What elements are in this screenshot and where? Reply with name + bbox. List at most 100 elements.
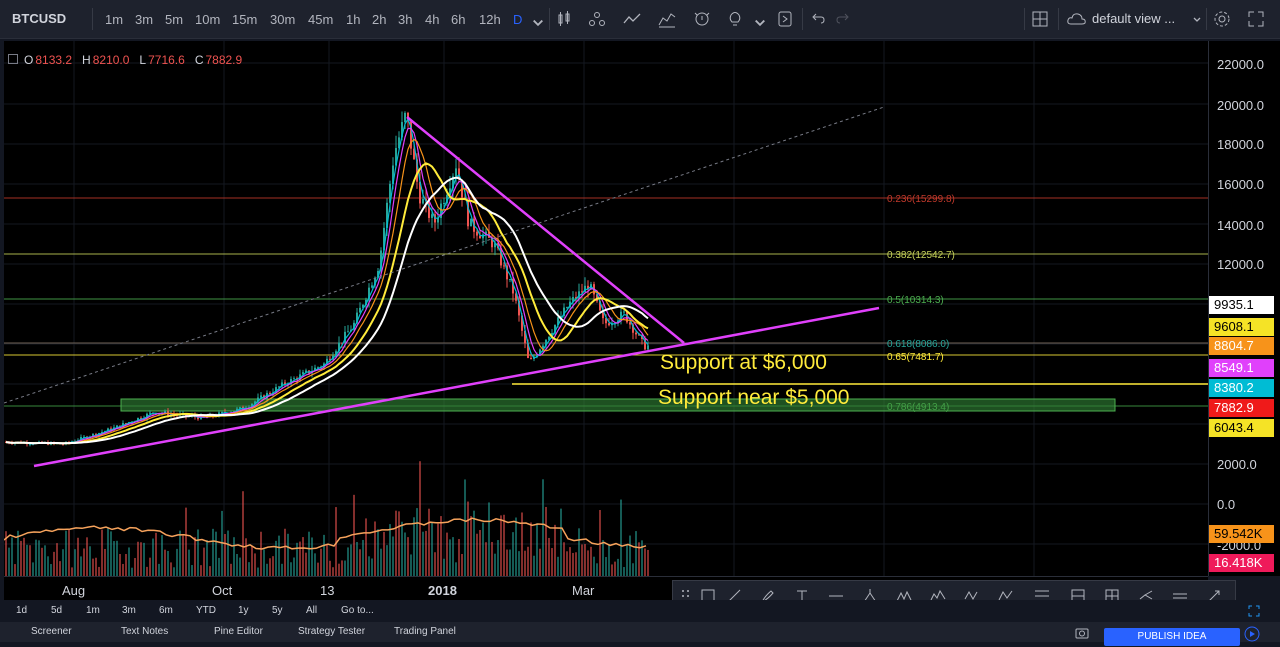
save-layout-dropdown[interactable]: default view ... (1064, 8, 1202, 30)
interval-10m[interactable]: 10m (195, 12, 221, 27)
toolbar-divider (549, 8, 550, 30)
volume-bar (608, 544, 610, 576)
alert-icon[interactable] (692, 9, 712, 29)
layout-grid-icon[interactable] (1030, 9, 1050, 29)
interval-45m[interactable]: 45m (308, 12, 334, 27)
expand-icon[interactable] (1246, 603, 1262, 619)
volume-bar (185, 507, 187, 576)
volume-bar (359, 549, 361, 576)
measure-icon[interactable] (1205, 587, 1223, 605)
range-1y[interactable]: 1y (238, 605, 249, 616)
open-label: O (24, 53, 34, 67)
chevron-down-icon[interactable] (528, 12, 543, 27)
candle-body (419, 181, 421, 204)
tab-screener[interactable]: Screener (31, 626, 72, 637)
range-5y[interactable]: 5y (272, 605, 283, 616)
interval-15m[interactable]: 15m (232, 12, 258, 27)
volume-bar (206, 540, 208, 576)
interval-1h[interactable]: 1h (346, 12, 361, 27)
volume-bar (158, 563, 160, 576)
volume-bar (245, 538, 247, 576)
volume-bar (422, 531, 424, 576)
undo-icon[interactable] (808, 9, 828, 29)
idea-lightbulb-icon[interactable] (725, 9, 745, 29)
candle-body (416, 159, 418, 182)
range-1m[interactable]: 1m (86, 605, 100, 616)
symbol-search[interactable]: BTCUSD (12, 11, 67, 26)
chart-pane[interactable]: 0.236(15299.8) 0.382(12542.7) 0.5(10314.3)… (3, 41, 1208, 576)
interval-4h[interactable]: 4h (425, 12, 440, 27)
volume-bar (428, 508, 430, 576)
compare-icon[interactable] (587, 9, 607, 29)
price-chart-canvas[interactable]: 0.236(15299.8) 0.382(12542.7) 0.5(10314.3)… (3, 41, 1208, 576)
gear-icon[interactable] (1212, 9, 1232, 29)
range-1d[interactable]: 1d (16, 605, 28, 616)
range-5d[interactable]: 5d (51, 605, 63, 616)
candle-body (527, 343, 529, 358)
range-3m[interactable]: 3m (122, 605, 136, 616)
redo-icon[interactable] (833, 9, 853, 29)
volume-bar (284, 528, 286, 576)
play-icon[interactable] (1244, 626, 1260, 642)
candles-icon[interactable] (554, 9, 574, 29)
elliott-wave-icon[interactable] (929, 587, 947, 605)
candle-body (410, 121, 412, 149)
tab-pine-editor[interactable]: Pine Editor (214, 626, 263, 637)
collapse-legend-icon[interactable] (8, 54, 18, 64)
candle-body (260, 395, 262, 398)
candle-body (599, 301, 601, 311)
horizontal-line-icon[interactable] (827, 587, 845, 605)
brush-icon[interactable] (759, 587, 777, 605)
publish-idea-button[interactable]: PUBLISH IDEA (1104, 628, 1240, 646)
fibonacci-labels: 0.236(15299.8) 0.382(12542.7) 0.5(10314.3)… (887, 194, 955, 413)
toolbar-divider (802, 8, 803, 30)
volume-bar (596, 563, 598, 576)
pitchfork-icon[interactable] (861, 587, 879, 605)
replay-icon[interactable] (775, 9, 795, 29)
volume-bar (143, 542, 145, 576)
volume-bar (23, 537, 25, 576)
templates-icon[interactable] (657, 9, 677, 29)
volume-bar (380, 548, 382, 576)
volume-bar (161, 535, 163, 576)
interval-6h[interactable]: 6h (451, 12, 466, 27)
range-ytd[interactable]: YTD (196, 605, 216, 616)
range-6m[interactable]: 6m (159, 605, 173, 616)
interval-2h[interactable]: 2h (372, 12, 387, 27)
interval-1d[interactable]: D (513, 12, 523, 27)
volume-bar (266, 563, 268, 576)
camera-icon[interactable] (1074, 624, 1090, 640)
fullscreen-icon[interactable] (1246, 9, 1266, 29)
volume-bar (44, 545, 46, 576)
wave-icon[interactable] (963, 587, 981, 605)
tab-text-notes[interactable]: Text Notes (121, 626, 169, 637)
parallel-channel-icon[interactable] (1171, 587, 1189, 605)
volume-bar (122, 563, 124, 576)
toolbar-divider (1058, 8, 1059, 30)
price-scale[interactable]: 22000.0 20000.0 18000.0 16000.0 14000.0 12000… (1208, 41, 1280, 576)
tab-trading-panel[interactable]: Trading Panel (394, 626, 456, 637)
volume-bar (68, 529, 70, 576)
volume-bar (464, 479, 466, 576)
indicators-icon[interactable] (622, 9, 642, 29)
tab-strategy-tester[interactable]: Strategy Tester (298, 626, 366, 637)
pattern-icon[interactable] (895, 587, 913, 605)
candle-body (62, 444, 64, 446)
interval-3m[interactable]: 3m (135, 12, 154, 27)
range-all[interactable]: All (306, 605, 318, 616)
fib-label: 0.236(15299.8) (887, 194, 955, 205)
interval-30m[interactable]: 30m (270, 12, 296, 27)
interval-3h[interactable]: 3h (398, 12, 413, 27)
support-annotation-6000[interactable]: Support at $6,000 (660, 351, 827, 374)
abcd-icon[interactable] (997, 587, 1015, 605)
moving-average-line (5, 162, 649, 445)
chevron-down-icon[interactable] (750, 12, 765, 27)
interval-12h[interactable]: 12h (479, 12, 501, 27)
interval-1m[interactable]: 1m (105, 12, 124, 27)
support-annotation-5000[interactable]: Support near $5,000 (658, 386, 850, 409)
volume-bar (368, 556, 370, 576)
forecast-icon[interactable] (1137, 587, 1155, 605)
goto-date-button[interactable]: Go to... (341, 605, 374, 616)
interval-5m[interactable]: 5m (165, 12, 184, 27)
volume-bar (17, 530, 19, 576)
